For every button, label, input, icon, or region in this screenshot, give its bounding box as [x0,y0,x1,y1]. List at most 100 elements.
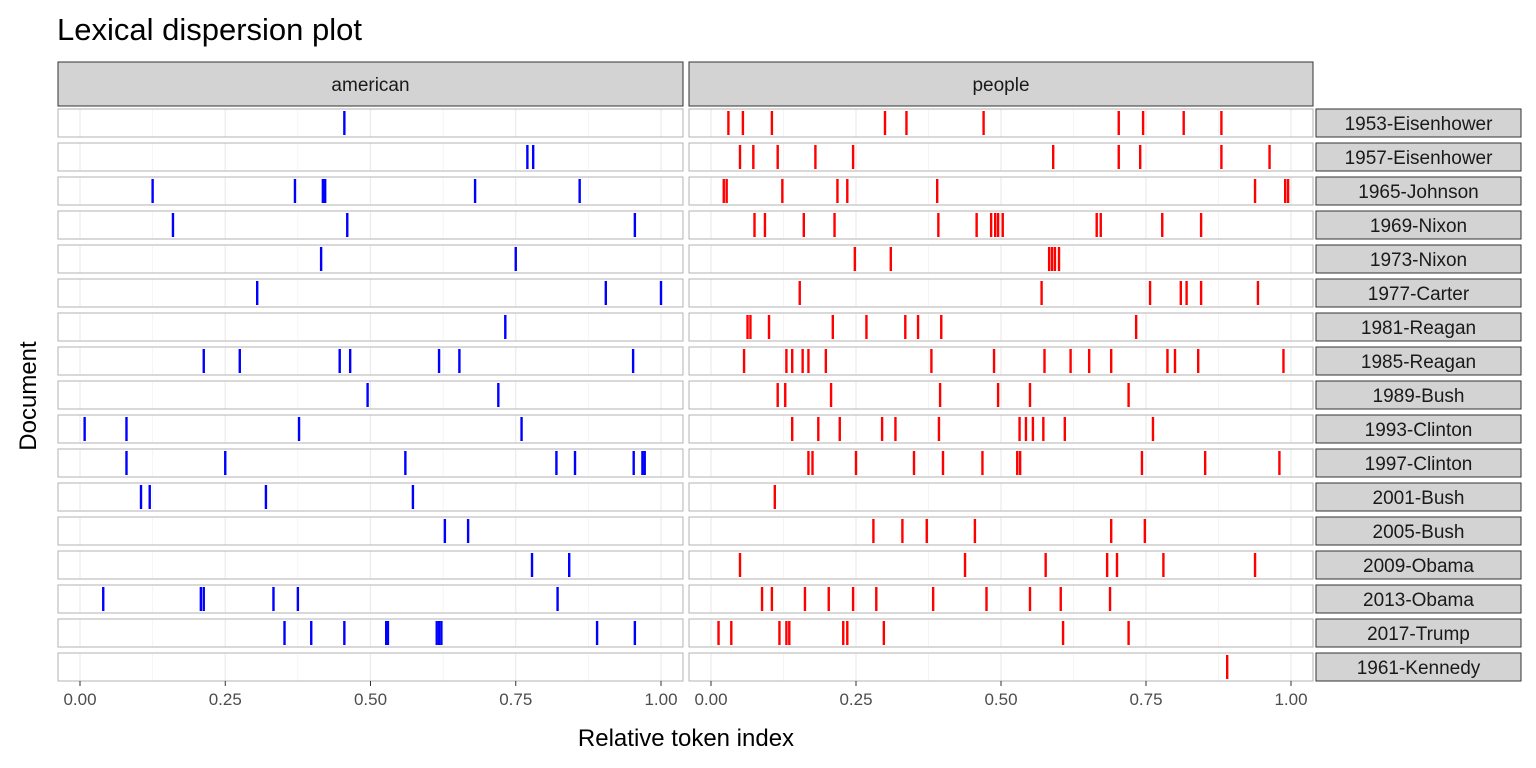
facet-strip-american [57,61,684,107]
panels [57,108,1314,682]
panel-row-people-1981-Reagan [688,312,1314,342]
panel-border [688,278,1314,308]
facet-label-people: people [972,75,1029,96]
panel-row-people-1961-Kennedy [688,652,1314,682]
panel-row-people-1957-Eisenhower [688,142,1314,172]
panel-row-american-1977-Carter [57,278,684,308]
panel-border [688,210,1314,240]
panel-border [57,618,684,648]
panel-border [57,584,684,614]
facet-label-american: american [331,75,409,96]
panel-row-people-2005-Bush [688,516,1314,546]
panel-border [688,346,1314,376]
panel-border [57,312,684,342]
document-strip [1315,618,1522,648]
panel-row-people-2009-Obama [688,550,1314,580]
panel-row-people-2017-Trump [688,618,1314,648]
panel-border [688,176,1314,206]
panel-row-american-1953-Eisenhower [57,108,684,138]
panel-row-people-1973-Nixon [688,244,1314,274]
document-label: 1985-Reagan [1361,352,1476,373]
document-strip [1315,380,1522,410]
panel-border [57,346,684,376]
document-label: 2009-Obama [1363,556,1474,577]
document-label: 1953-Eisenhower [1345,114,1494,135]
panel-row-american-1969-Nixon [57,210,684,240]
facet-strip-people [688,61,1314,107]
document-label: 1981-Reagan [1361,318,1476,339]
panel-row-american-1973-Nixon [57,244,684,274]
document-label: 2017-Trump [1367,624,1470,645]
y-axis-title: Document [15,341,42,451]
panel-row-people-2001-Bush [688,482,1314,512]
document-label: 1965-Johnson [1358,182,1478,203]
panel-row-people-1977-Carter [688,278,1314,308]
panel-row-people-1989-Bush [688,380,1314,410]
document-strip [1315,210,1522,240]
document-strip [1315,108,1522,138]
panel-row-american-1989-Bush [57,380,684,410]
x-tick-label: 1.00 [644,690,677,709]
x-axis: 0.00 0.25 0.50 0.75 1.00 0.00 0.25 0.50 0.75 1.00 [63,681,1308,709]
panel-row-people-1965-Johnson [688,176,1314,206]
panel-border [57,210,684,240]
document-label: 1969-Nixon [1370,216,1467,237]
document-strip [1315,482,1522,512]
document-label: 1977-Carter [1368,284,1470,305]
panel-border [57,448,684,478]
panel-row-american-2009-Obama [57,550,684,580]
document-labels: 1953-Eisenhower 1957-Eisenhower 1965-Johns… [1315,108,1522,682]
document-label: 1997-Clinton [1365,454,1473,475]
document-strip [1315,346,1522,376]
document-strip [1315,176,1522,206]
x-axis-title: Relative token index [578,725,794,752]
document-label: 2013-Obama [1363,590,1474,611]
document-strip [1315,584,1522,614]
x-tick-label: 0.25 [209,690,242,709]
document-strip [1315,312,1522,342]
panel-border [688,414,1314,444]
document-label: 1973-Nixon [1370,250,1467,271]
panel-row-american-2017-Trump [57,618,684,648]
panel-row-american-1957-Eisenhower [57,142,684,172]
panel-row-american-2005-Bush [57,516,684,546]
document-strip [1315,244,1522,274]
document-strip [1315,278,1522,308]
panel-border [688,448,1314,478]
x-tick-label: 0.50 [354,690,387,709]
panel-border [57,380,684,410]
panel-border [57,176,684,206]
x-tick-label: 0.25 [839,690,872,709]
panel-border [57,550,684,580]
panel-border [57,278,684,308]
document-label: 2001-Bush [1373,488,1465,509]
panel-border [57,244,684,274]
panel-border [688,550,1314,580]
panel-row-american-2001-Bush [57,482,684,512]
panel-border [57,516,684,546]
panel-row-people-1993-Clinton [688,414,1314,444]
panel-border [688,482,1314,512]
chart-title: Lexical dispersion plot [57,12,362,47]
panel-border [57,482,684,512]
panel-border [688,142,1314,172]
panel-border [688,244,1314,274]
panel-border [688,516,1314,546]
facet-strips: american people [57,61,1314,107]
document-strip [1315,414,1522,444]
document-strip [1315,550,1522,580]
document-strip [1315,516,1522,546]
x-tick-label: 0.50 [984,690,1017,709]
document-label: 2005-Bush [1373,522,1465,543]
panel-row-american-1997-Clinton [57,448,684,478]
document-strip [1315,142,1522,172]
panel-row-american-2013-Obama [57,584,684,614]
panel-row-people-1985-Reagan [688,346,1314,376]
panel-border [57,142,684,172]
panel-row-people-1953-Eisenhower [688,108,1314,138]
document-strip [1315,448,1522,478]
panel-row-american-1961-Kennedy [57,652,684,682]
panel-row-people-2013-Obama [688,584,1314,614]
panel-row-american-1985-Reagan [57,346,684,376]
